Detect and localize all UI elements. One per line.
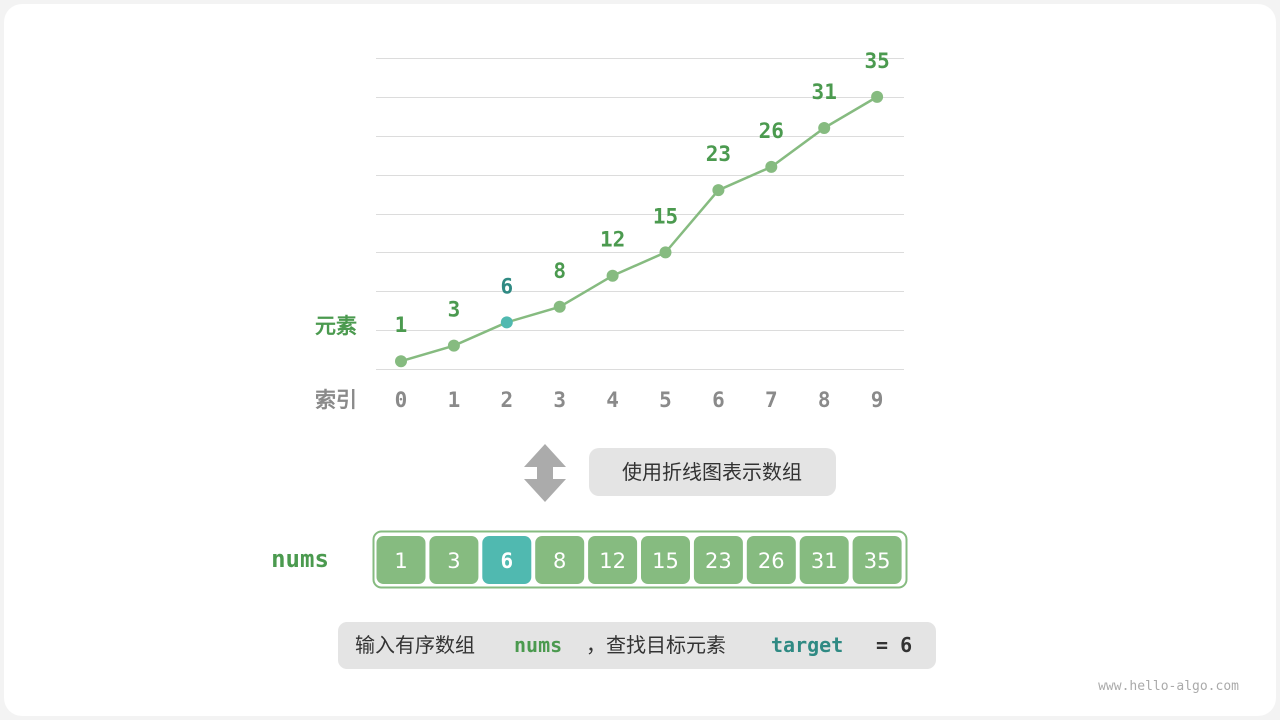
array-cell [429,536,479,584]
array-cell [693,536,743,584]
y-axis-label: 元素 [315,314,357,338]
array-cell [376,536,426,584]
data-label: 12 [600,228,625,252]
data-point [500,316,513,329]
arrow-caption: 使用折线图表示数组 [622,460,802,484]
data-point [606,269,619,282]
data-label: 8 [553,259,566,283]
x-tick-label: 5 [659,388,672,412]
array-cell [588,536,638,584]
data-label: 3 [448,298,461,322]
array-cell [641,536,690,584]
array-cell-value: 6 [500,549,513,573]
x-tick-label: 0 [395,388,408,412]
data-label: 23 [706,142,731,166]
array-cell-value: 12 [599,549,626,573]
data-point [659,246,672,259]
x-tick-label: 8 [818,388,831,412]
caption-nums: nums [514,633,562,657]
data-point [712,184,725,197]
caption-line: 输入有序数组 nums ，查找目标元素 target = 6 [355,633,912,657]
gridlines [376,58,904,370]
array-cell-value: 8 [553,549,566,573]
caption-bubble [589,448,836,496]
x-tick-label: 3 [553,388,566,412]
x-axis-label: 索引 [315,388,357,412]
data-label: 6 [500,274,513,298]
array-cell [852,536,902,584]
array-cell-value: 3 [447,549,460,573]
x-tick-label: 2 [500,388,513,412]
data-label: 31 [812,80,837,104]
array-cell [799,536,849,584]
data-label: 26 [759,119,784,143]
array-cell-value: 31 [811,549,838,573]
data-point [871,90,884,103]
array-cell-value: 23 [705,549,732,573]
array-name: nums [271,545,329,573]
caption-box [338,622,936,669]
x-tick-label: 6 [712,388,725,412]
data-point [818,121,831,134]
data-point [765,160,778,173]
data-label: 15 [653,204,678,228]
caption-target: target [771,633,843,657]
watermark: www.hello-algo.com [1098,679,1239,694]
array-cell-value: 35 [864,549,891,573]
array-cells: 1 3 6 8 12 15 23 26 31 35 [376,536,902,584]
series-line [400,95,878,363]
x-tick-label: 9 [871,388,884,412]
array-cell-value: 15 [652,549,679,573]
caption-prefix: 输入有序数组 [355,633,475,657]
x-tick-label: 4 [606,388,619,412]
x-tick-label: 7 [765,388,778,412]
array-cell [535,536,585,584]
array-cell-value: 1 [394,549,407,573]
double-arrow-icon [524,444,566,502]
array-cell-value: 26 [758,549,785,573]
x-tick-label: 1 [448,388,461,412]
data-label: 1 [395,313,408,337]
array-cell [746,536,796,584]
array-cell [482,536,532,584]
data-point [395,355,407,368]
data-point [447,339,460,352]
data-point [553,300,566,313]
caption-middle: ，查找目标元素 [586,633,726,657]
card [4,4,1276,716]
data-label: 35 [864,49,889,73]
caption-suffix: = 6 [876,633,912,657]
